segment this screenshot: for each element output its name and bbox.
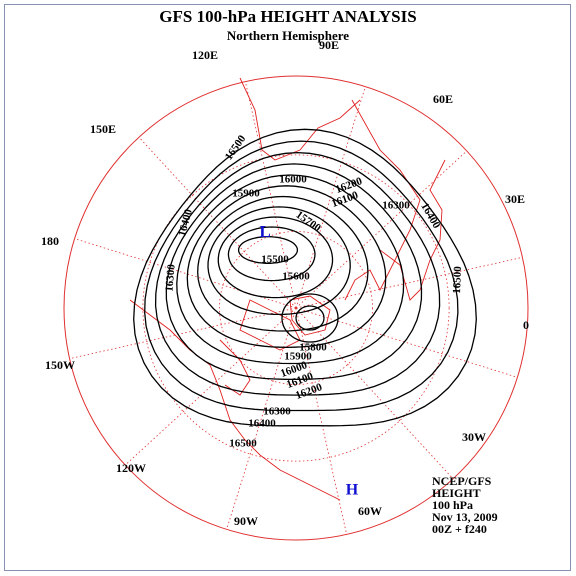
contour-label: 16300	[163, 263, 177, 292]
parallel	[142, 154, 450, 462]
contour-line	[281, 293, 339, 343]
contour-line	[197, 195, 369, 332]
contour-line	[295, 305, 325, 331]
lon-label: 90E	[319, 38, 339, 52]
contour-label: 16500	[451, 266, 464, 294]
contour-label: 15600	[282, 271, 310, 283]
contour-label: 16300	[382, 200, 410, 212]
meridian	[138, 136, 297, 309]
contour-line	[133, 128, 477, 427]
meridian	[295, 307, 454, 480]
meridian	[69, 307, 297, 360]
contour-label: 16000	[279, 174, 307, 186]
lon-label: 0	[523, 318, 529, 332]
map-boundary	[63, 75, 529, 541]
lon-label: 180	[41, 234, 59, 248]
info-block: NCEP/GFS HEIGHT 100 hPa Nov 13, 2009 00Z…	[432, 474, 498, 536]
meridian	[295, 150, 468, 309]
contour-line	[207, 206, 351, 316]
contour-label: 15900	[284, 351, 312, 363]
contour-line	[217, 216, 334, 299]
lon-label: 150W	[45, 358, 75, 372]
subtitle: Northern Hemisphere	[227, 28, 349, 43]
meridian	[295, 256, 523, 309]
lon-label: 60E	[433, 92, 453, 106]
lon-label: 120E	[192, 48, 218, 62]
info-line: NCEP/GFS	[432, 474, 492, 488]
contour-line	[154, 151, 441, 396]
contour-label: 16500	[229, 438, 257, 450]
contour-line	[186, 185, 387, 349]
lon-label: 30W	[462, 430, 486, 444]
contour-label: 15800	[299, 342, 327, 354]
title: GFS 100-hPa HEIGHT ANALYSIS	[159, 7, 416, 26]
contour-label: 15500	[261, 254, 289, 266]
contour-label: 15900	[232, 188, 260, 200]
meridian	[295, 307, 348, 535]
info-line: 100 hPa	[432, 498, 473, 512]
meridian	[295, 307, 518, 378]
high-center: H	[346, 482, 359, 499]
coastlines	[129, 77, 446, 501]
longitude-labels: 90E 120E 60E 150E 30E 180 0 150W 30W 120…	[41, 38, 529, 528]
contour-line	[237, 236, 299, 264]
info-line: 00Z + f240	[432, 522, 487, 536]
contour-label: 16400	[248, 418, 276, 430]
contour-labels: 16500 16000 16200 16100 16300 15900 1640…	[163, 133, 464, 450]
lon-label: 90W	[234, 514, 258, 528]
meridian	[124, 307, 297, 466]
contour-label: 16300	[263, 406, 291, 418]
lon-label: 150E	[90, 122, 116, 136]
contour-line	[165, 163, 423, 381]
lon-label: 60W	[358, 504, 382, 518]
height-contours	[133, 128, 477, 427]
low-center: L	[259, 222, 270, 241]
info-line: HEIGHT	[432, 486, 481, 500]
info-line: Nov 13, 2009	[432, 510, 498, 524]
meridian	[226, 307, 297, 530]
contour-line	[144, 140, 459, 412]
contour-line	[227, 226, 316, 282]
meridian	[244, 81, 297, 309]
frame	[4, 4, 571, 571]
lon-label: 120W	[116, 461, 146, 475]
meridian	[74, 238, 297, 309]
contour-line	[176, 174, 405, 365]
lon-label: 30E	[505, 192, 525, 206]
